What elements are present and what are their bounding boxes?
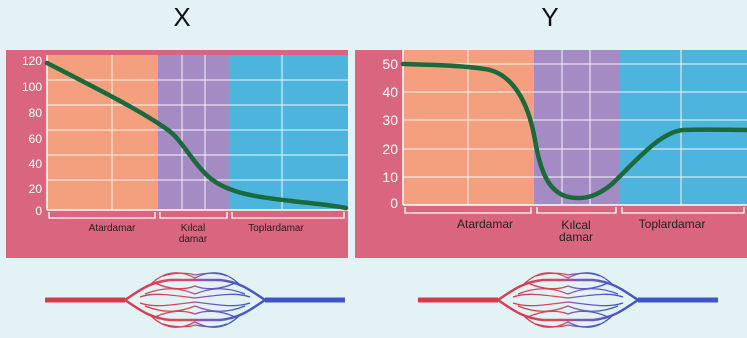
panel-x-segment-brackets [48, 212, 345, 219]
panel-y-vein-region [619, 50, 747, 205]
segment-label-artery: Atardamar [89, 223, 136, 234]
panel-x-y-ticks: 120 100 80 60 40 20 0 [22, 54, 42, 218]
panel-x-artery-region [47, 55, 158, 210]
panel-x-vein-region [230, 55, 348, 210]
panel-y: Y 50 40 30 20 10 0 [355, 2, 747, 258]
y-tick: 0 [35, 204, 42, 218]
y-tick: 100 [22, 80, 42, 94]
segment-label-capillary-line2: damar [559, 230, 593, 244]
panel-x-grid [47, 55, 348, 210]
y-tick: 30 [382, 112, 398, 128]
panel-x-curve [44, 60, 349, 211]
panel-y-title: Y [541, 2, 558, 32]
vessel-diagram-right [418, 273, 718, 328]
y-tick: 60 [29, 132, 43, 146]
panel-x: X 120 100 80 60 40 20 0 [6, 2, 349, 258]
panel-y-y-ticks: 50 40 30 20 10 0 [382, 56, 398, 211]
y-tick: 40 [382, 84, 398, 100]
segment-label-vein: Toplardamar [639, 217, 706, 231]
panel-y-grid [403, 50, 747, 205]
y-tick: 0 [390, 195, 398, 211]
y-tick: 20 [29, 182, 43, 196]
y-tick: 20 [382, 141, 398, 157]
segment-label-capillary-line2: damar [179, 234, 208, 245]
segment-label-capillary-line1: Kılcal [561, 218, 590, 232]
panel-x-title: X [173, 2, 190, 32]
y-tick: 50 [382, 56, 398, 72]
y-tick: 120 [22, 54, 42, 68]
vessel-diagram-left [45, 273, 345, 328]
panel-y-curve [400, 61, 747, 201]
y-tick: 80 [29, 106, 43, 120]
segment-label-vein: Toplardamar [248, 223, 304, 234]
y-tick: 10 [382, 169, 398, 185]
segment-label-artery: Atardamar [457, 217, 513, 231]
y-tick: 40 [29, 157, 43, 171]
segment-label-capillary-line1: Kılcal [181, 223, 205, 234]
panel-y-segment-brackets [404, 207, 745, 214]
